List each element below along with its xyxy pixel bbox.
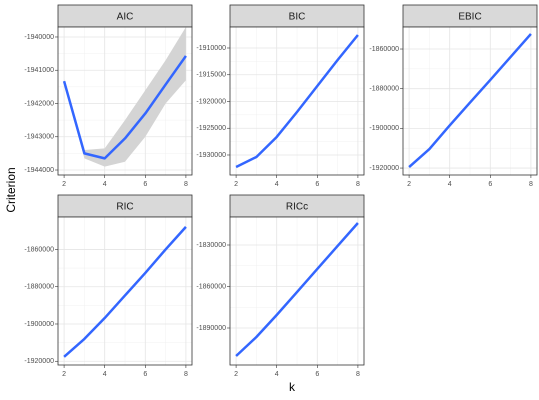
x-tick-label: 4 xyxy=(275,371,279,378)
x-tick-label: 4 xyxy=(275,181,279,188)
y-tick-label: -1925000 xyxy=(196,125,226,132)
panel: BIC -1930000 -1925000 -1920000 -1915000 -1910… xyxy=(196,4,365,188)
y-tick-label: -1860000 xyxy=(24,246,54,253)
panel: RIC -1920000 -1900000 -1880000 -1860000 2 4 6 8 xyxy=(24,194,193,378)
panel: AIC -1944000 -1943000 -1942000 -1941000 -1940… xyxy=(24,4,193,188)
y-tick-label: -1915000 xyxy=(196,72,226,79)
x-tick-label: 6 xyxy=(143,371,147,378)
line xyxy=(235,222,359,357)
y-tick-label: -1830000 xyxy=(196,242,226,249)
panel-title: BIC xyxy=(289,12,306,23)
x-tick-label: 2 xyxy=(62,181,66,188)
x-tick-label: 2 xyxy=(62,371,66,378)
x-tick-label: 8 xyxy=(184,371,188,378)
y-tick-label: -1940000 xyxy=(24,34,54,41)
y-tick-label: -1900000 xyxy=(24,321,54,328)
x-tick-label: 4 xyxy=(103,371,107,378)
x-tick-label: 8 xyxy=(356,371,360,378)
y-tick-label: -1943000 xyxy=(24,134,54,141)
line xyxy=(235,34,359,169)
x-tick-label: 6 xyxy=(315,181,319,188)
panel: EBIC -1920000 -1900000 -1880000 -1860000 2 4 6 8 xyxy=(369,4,538,188)
panel-title: EBIC xyxy=(458,12,481,23)
x-tick-label: 2 xyxy=(407,181,411,188)
y-tick-label: -1880000 xyxy=(369,86,399,93)
y-tick-label: -1944000 xyxy=(24,167,54,174)
x-tick-label: 4 xyxy=(103,181,107,188)
y-tick-label: -1860000 xyxy=(369,46,399,53)
x-tick-label: 2 xyxy=(234,371,238,378)
x-tick-label: 6 xyxy=(315,371,319,378)
y-tick-label: -1880000 xyxy=(24,284,54,291)
panel-title: AIC xyxy=(117,12,134,23)
panel: RICc -1890000 -1860000 -1830000 2 4 6 8 xyxy=(196,194,365,378)
panel-border xyxy=(229,26,365,176)
x-tick-label: 8 xyxy=(529,181,533,188)
panel-border xyxy=(57,26,193,176)
y-tick-label: -1910000 xyxy=(196,45,226,52)
y-tick-label: -1890000 xyxy=(196,325,226,332)
y-tick-label: -1920000 xyxy=(369,165,399,172)
y-tick-label: -1860000 xyxy=(196,283,226,290)
panel-border xyxy=(229,216,365,366)
panel-title: RICc xyxy=(286,202,308,213)
y-tick-label: -1900000 xyxy=(369,125,399,132)
y-tick-label: -1941000 xyxy=(24,67,54,74)
x-axis-label: k xyxy=(289,380,296,394)
y-tick-label: -1920000 xyxy=(196,98,226,105)
line xyxy=(63,226,187,358)
y-axis-label: Criterion xyxy=(4,167,18,212)
x-tick-label: 6 xyxy=(488,181,492,188)
y-tick-label: -1920000 xyxy=(24,358,54,365)
panel-title: RIC xyxy=(116,202,133,213)
y-tick-label: -1942000 xyxy=(24,100,54,107)
line xyxy=(62,55,187,160)
x-tick-label: 6 xyxy=(143,181,147,188)
panel-border xyxy=(57,216,193,366)
x-tick-label: 8 xyxy=(356,181,360,188)
line xyxy=(408,33,532,168)
x-tick-label: 4 xyxy=(448,181,452,188)
x-tick-label: 8 xyxy=(184,181,188,188)
y-tick-label: -1930000 xyxy=(196,152,226,159)
x-tick-label: 2 xyxy=(234,181,238,188)
panel-border xyxy=(402,26,538,176)
